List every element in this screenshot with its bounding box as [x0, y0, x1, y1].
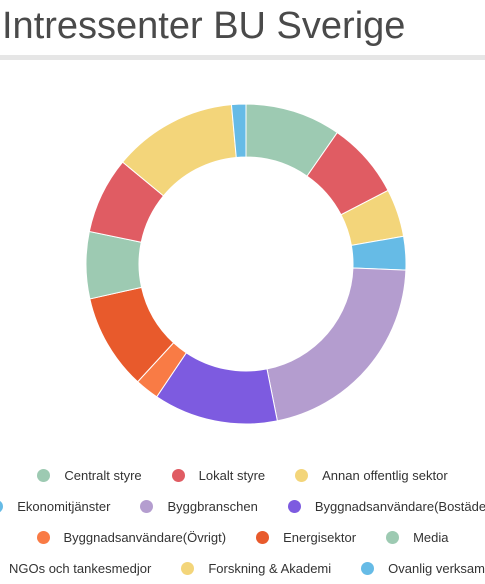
legend-label: Energisektor: [283, 529, 357, 545]
legend-swatch: [140, 499, 154, 513]
legend-row: Centralt styre Lokalt styre Annan offentli…: [0, 462, 485, 488]
legend-swatch: [361, 561, 375, 575]
legend-label: Byggbranschen: [167, 498, 258, 514]
legend-label: Byggnadsanvändare(Bostäder): [314, 498, 485, 514]
legend-item-energisektor[interactable]: Energisektor: [256, 530, 356, 545]
legend-swatch: [256, 530, 270, 544]
legend-row: Ekonomitjänster Byggbranschen Byggnadsanvä…: [0, 493, 485, 519]
legend-item-ovanlig-verksamhet[interactable]: Ovanlig verksamhet: [361, 561, 485, 576]
legend-swatch: [0, 499, 4, 513]
legend-swatch: [37, 468, 51, 482]
legend-swatch: [287, 499, 301, 513]
legend-item-centralt-styre[interactable]: Centralt styre: [37, 467, 142, 483]
legend-label: Byggnadsanvändare(Övrigt): [63, 529, 227, 545]
legend-swatch: [36, 530, 50, 544]
donut-chart: [85, 103, 407, 425]
legend-label: Forskning & Akademi: [208, 560, 332, 576]
legend-label: Ovanlig verksamhet: [388, 560, 485, 576]
legend-item-forskning-akademi[interactable]: Forskning & Akademi: [181, 561, 331, 576]
page-title: Intressenter BU Sverige: [2, 5, 406, 47]
legend-item-byggnadsanvandare-bostader[interactable]: Byggnadsanvändare(Bostäder): [287, 498, 485, 514]
legend-item-byggnadsanvandare-ovrigt[interactable]: Byggnadsanvändare(Övrigt): [36, 529, 227, 545]
legend-item-lokalt-styre[interactable]: Lokalt styre: [171, 467, 266, 483]
legend-label: Centralt styre: [64, 467, 142, 483]
legend-swatch: [386, 530, 400, 544]
legend-swatch: [181, 561, 195, 575]
legend-label: Lokalt styre: [198, 467, 266, 483]
legend-item-ekonomitjanster[interactable]: Ekonomitjänster: [0, 499, 110, 514]
legend-swatch: [295, 468, 309, 482]
legend-label: Media: [413, 529, 449, 545]
donut-slice-ovanlig-verksamhet[interactable]: [230, 103, 247, 158]
legend-item-media[interactable]: Media: [386, 529, 449, 545]
donut-slice-media[interactable]: [85, 230, 143, 300]
legend-row: NGOs och tankesmedjor Forskning & Akademi…: [0, 555, 485, 581]
legend-row: Byggnadsanvändare(Övrigt) Energisektor Med…: [0, 524, 485, 550]
legend-label: Annan offentlig sektor: [322, 467, 448, 483]
legend-item-annan-offentlig-sektor[interactable]: Annan offentlig sektor: [295, 468, 448, 483]
legend-item-byggbranschen[interactable]: Byggbranschen: [140, 498, 258, 514]
legend-label: Ekonomitjänster: [17, 498, 111, 514]
legend-label: NGOs och tankesmedjor: [8, 560, 152, 576]
title-divider: [0, 55, 485, 60]
legend-item-ngos-och-tankesmedjor[interactable]: NGOs och tankesmedjor: [0, 561, 151, 576]
legend-swatch: [171, 468, 185, 482]
donut-slice-byggbranschen[interactable]: [266, 267, 407, 422]
